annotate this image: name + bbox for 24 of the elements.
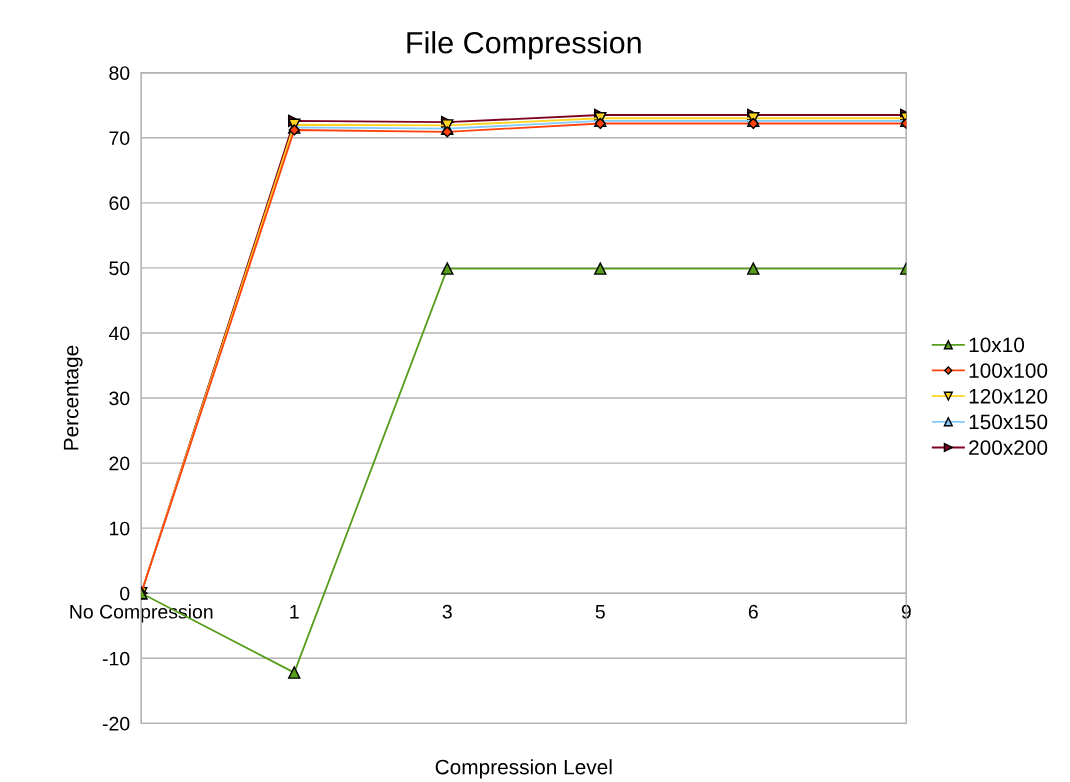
y-tick-label: -20 <box>102 716 130 731</box>
legend-label: 200x200 <box>969 440 1048 455</box>
y-tick-label: 60 <box>109 196 130 211</box>
y-tick-label: 50 <box>109 261 130 276</box>
y-tick-label: 40 <box>108 326 130 341</box>
x-tick-label: 1 <box>290 605 299 619</box>
x-tick-label: 6 <box>748 604 758 619</box>
y-tick-label: 30 <box>109 391 130 406</box>
legend-label: 150x150 <box>969 414 1048 430</box>
y-tick-label: 70 <box>109 131 130 146</box>
y-tick-label: 0 <box>120 586 130 601</box>
legend-label: 120x120 <box>969 388 1048 404</box>
legend-label: 10x10 <box>969 337 1025 353</box>
y-tick-label: 10 <box>109 521 130 536</box>
x-axis-title: Compression Level <box>435 759 612 779</box>
y-tick-label: 20 <box>109 456 130 471</box>
legend-label: 100x100 <box>969 363 1048 378</box>
y-tick-label: 80 <box>109 66 130 80</box>
y-tick-label: -10 <box>102 651 130 666</box>
chart-title: File Compression <box>407 31 641 60</box>
x-tick-label: 5 <box>595 605 605 619</box>
y-axis-title: Percentage <box>63 345 83 450</box>
x-tick-label: 3 <box>442 604 452 619</box>
x-tick-label: 9 <box>901 604 911 619</box>
